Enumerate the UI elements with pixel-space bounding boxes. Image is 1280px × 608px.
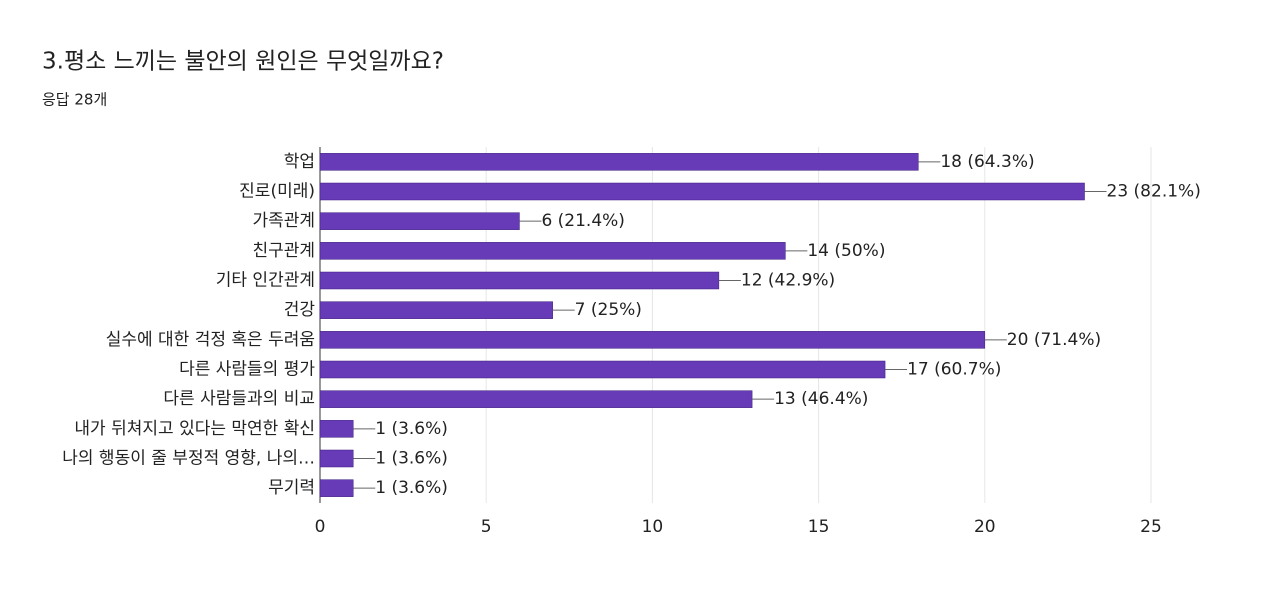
y-tick-label: 건강 xyxy=(284,300,316,320)
y-tick-label: 다른 사람들과의 비교 xyxy=(163,389,315,409)
data-label: 13 (46.4%) xyxy=(774,389,868,409)
y-tick-label: 다른 사람들의 평가 xyxy=(179,360,315,380)
data-label: 1 (3.6%) xyxy=(375,419,448,439)
data-label: 7 (25%) xyxy=(575,300,642,320)
bar xyxy=(319,449,354,468)
bar xyxy=(319,479,354,497)
y-tick-label: 기타 인간관계 xyxy=(216,271,315,291)
data-label: 14 (50%) xyxy=(807,241,885,261)
bar xyxy=(319,420,354,438)
y-tick-label: 무기력 xyxy=(268,478,315,498)
x-tick-label: 10 xyxy=(642,517,664,537)
y-tick-label: 진로(미래) xyxy=(239,182,315,202)
data-label: 17 (60.7%) xyxy=(907,360,1001,380)
bar xyxy=(319,182,1085,201)
bar xyxy=(319,360,886,379)
y-tick-label: 학업 xyxy=(284,152,315,172)
x-tick-label: 25 xyxy=(1140,517,1162,537)
bar xyxy=(319,271,720,290)
data-label: 1 (3.6%) xyxy=(375,478,448,498)
y-tick-label: 실수에 대한 걱정 혹은 두려움 xyxy=(106,330,315,350)
bar xyxy=(319,242,786,260)
x-tick-label: 20 xyxy=(974,517,996,537)
bar xyxy=(319,212,520,230)
y-tick-label: 내가 뒤쳐지고 있다는 막연한 확신 xyxy=(74,419,315,439)
bar xyxy=(319,390,753,408)
y-tick-label: 친구관계 xyxy=(252,241,315,261)
x-tick-label: 5 xyxy=(481,517,492,537)
data-label: 12 (42.9%) xyxy=(741,271,835,291)
data-label: 6 (21.4%) xyxy=(541,211,625,231)
x-tick-label: 15 xyxy=(808,517,830,537)
y-tick-label: 나의 행동이 줄 부정적 영향, 나의… xyxy=(62,449,315,469)
bar xyxy=(319,301,553,319)
bar xyxy=(319,331,986,349)
data-label: 23 (82.1%) xyxy=(1107,182,1201,202)
data-label: 1 (3.6%) xyxy=(375,449,448,469)
y-tick-label: 가족관계 xyxy=(252,211,315,231)
data-label: 20 (71.4%) xyxy=(1007,330,1101,350)
data-label: 18 (64.3%) xyxy=(940,152,1034,172)
bar xyxy=(319,153,919,171)
chart-subtitle: 응답 28개 xyxy=(42,91,107,109)
x-tick-label: 0 xyxy=(315,517,326,537)
chart-title: 3.평소 느끼는 불안의 원인은 무엇일까요? xyxy=(42,49,444,75)
